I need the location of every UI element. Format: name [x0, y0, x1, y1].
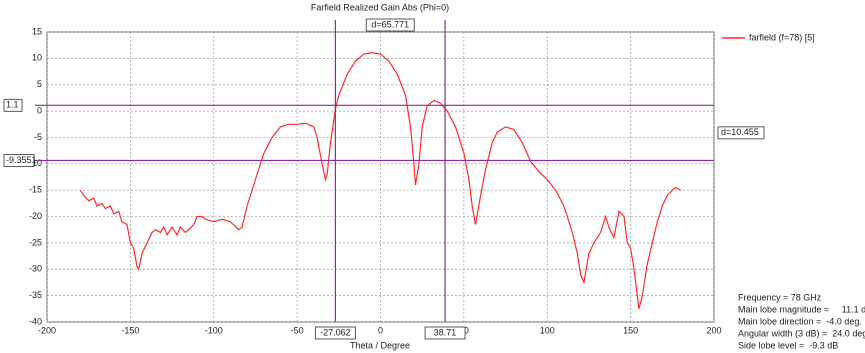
- x-tick-label: -200: [38, 325, 56, 335]
- annotation: Main lobe magnitude = 11.1 dB: [738, 304, 865, 314]
- annotation: Main lobe direction = -4.0 deg.: [738, 316, 862, 326]
- x-tick-label: -150: [121, 325, 139, 335]
- x-tick-label: 150: [623, 325, 638, 335]
- y-tick-label: -40: [29, 316, 42, 326]
- y-tick-label: -30: [29, 264, 42, 274]
- y-tick-label: 5: [37, 79, 42, 89]
- distance-label-box: [717, 126, 765, 140]
- x-tick-label: 100: [540, 325, 555, 335]
- annotation: Frequency = 78 GHz: [738, 292, 822, 302]
- y-tick-label: -15: [29, 185, 42, 195]
- y-tick-label: 0: [37, 105, 42, 115]
- y-tick-label: 10: [32, 53, 42, 63]
- data-line: [79, 51, 681, 309]
- marker-label-box: [3, 98, 23, 112]
- x-tick-label: 200: [706, 325, 721, 335]
- y-tick-label: -10: [29, 158, 42, 168]
- marker-label-box: [424, 326, 466, 340]
- x-tick-label: 0: [378, 325, 383, 335]
- annotation: Side lobe level = -9.3 dB: [738, 340, 838, 350]
- marker-label: -9.3551: [6, 155, 37, 165]
- marker-label-box: [314, 326, 356, 340]
- x-tick-label: -50: [291, 325, 304, 335]
- x-axis-label: Theta / Degree: [350, 340, 410, 350]
- marker-label: 38.71: [434, 327, 457, 337]
- y-tick-label: 15: [32, 26, 42, 36]
- distance-label: d=10.455: [721, 127, 759, 137]
- distance-label-box: [365, 18, 415, 32]
- marker-label-box: [3, 154, 35, 167]
- annotation: Angular width (3 dB) = 24.0 deg.: [738, 328, 865, 338]
- y-tick-label: -25: [29, 237, 42, 247]
- marker-label: -27.062: [320, 327, 351, 337]
- y-tick-label: -20: [29, 211, 42, 221]
- y-tick-label: -5: [34, 132, 42, 142]
- marker-label: 1.1: [6, 100, 19, 110]
- x-tick-label: -100: [205, 325, 223, 335]
- legend-label: farfield (f=78) [5]: [749, 32, 815, 42]
- chart-title: Farfield Realized Gain Abs (Phi=0): [311, 2, 449, 12]
- distance-label: d=65.771: [371, 19, 409, 29]
- y-tick-label: -35: [29, 290, 42, 300]
